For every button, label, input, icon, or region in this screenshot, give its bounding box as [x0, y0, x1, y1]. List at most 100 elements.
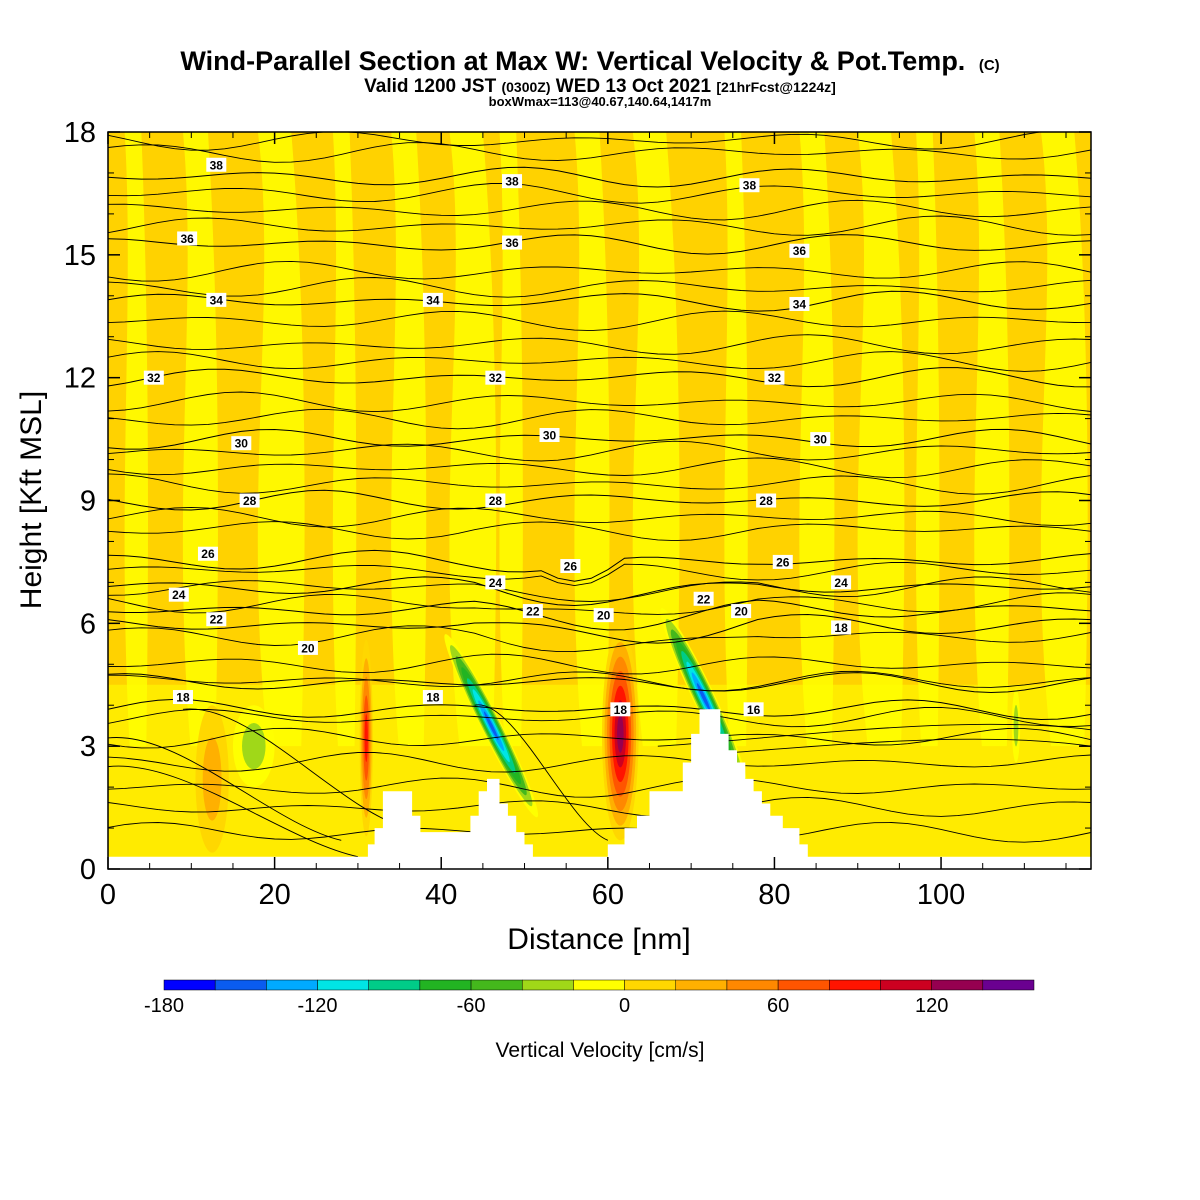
colorbar [163, 979, 1035, 991]
theta-label-bg [731, 604, 752, 619]
weak-motion-band [391, 132, 427, 747]
colorbar-segment [624, 979, 677, 991]
theta-label-text: 24 [489, 576, 503, 590]
theta-label-bg [693, 591, 714, 606]
y-tick-label: 9 [80, 486, 96, 518]
low-level-weak-zone [108, 684, 1091, 869]
theta-contour [108, 132, 1044, 151]
theta-contour-22 [108, 599, 1091, 631]
theta-label-32: 32 [764, 370, 785, 385]
theta-label-30: 30 [539, 427, 560, 442]
theta-contour-18 [108, 672, 1091, 694]
theta-label-text: 26 [564, 560, 578, 574]
chart-title: Wind-Parallel Section at Max W: Vertical… [180, 46, 999, 76]
weak-motion-band [124, 132, 148, 747]
theta-label-22: 22 [522, 604, 543, 619]
theta-label-bg [143, 370, 164, 385]
theta-label-text: 22 [210, 613, 224, 627]
theta-label-bg [172, 690, 193, 705]
colorbar-segment [266, 979, 318, 991]
theta-contour [108, 653, 1091, 675]
theta-label-bg [485, 575, 506, 590]
theta-contour-24 [108, 576, 1091, 607]
theta-contour-16 [108, 698, 1091, 721]
theta-label-bg [831, 575, 852, 590]
theta-contour [108, 142, 1091, 163]
downdraft-level [483, 711, 499, 741]
theta-contour-36 [108, 234, 1091, 255]
colorbar-segment [675, 979, 728, 991]
velocity-bands [108, 132, 1091, 869]
weak-motion-band [724, 132, 748, 747]
y-tick-label: 12 [64, 363, 96, 395]
theta-label-bg [772, 554, 793, 569]
theta-contour-32 [108, 367, 1091, 388]
colorbar-tick-label: 60 [767, 995, 789, 1017]
theta-contours [108, 132, 1091, 858]
valid-line: Valid 1200 JST (0300Z) WED 13 Oct 2021 [… [364, 76, 836, 97]
theta-contour [108, 408, 1091, 430]
theta-label-bg [422, 292, 443, 307]
x-tick-label: 60 [592, 879, 624, 911]
theta-contour [108, 277, 1091, 298]
theta-contour [108, 521, 1091, 542]
theta-label-bg [789, 296, 810, 311]
y-tick-label: 3 [80, 731, 96, 763]
theta-contour-low [707, 738, 1091, 755]
theta-label-18: 18 [172, 690, 193, 705]
theta-label-bg [743, 702, 764, 717]
theta-label-text: 18 [426, 691, 440, 705]
y-tick-label: 6 [80, 608, 96, 640]
theta-label-text: 22 [697, 592, 711, 606]
theta-contour [108, 440, 1091, 462]
weak-motion-band [632, 132, 680, 747]
colorbar-segment [777, 979, 830, 991]
y-tick-label: 15 [64, 240, 96, 272]
y-axis-label: Height [Kft MSL] [15, 391, 48, 609]
theta-label-text: 34 [426, 293, 440, 307]
theta-label-16: 16 [743, 702, 764, 717]
theta-label-bg [239, 493, 260, 508]
theta-label-text: 30 [814, 433, 828, 447]
theta-label-text: 20 [734, 605, 748, 619]
x-tick-label: 100 [917, 879, 965, 911]
theta-label-text: 38 [210, 158, 224, 172]
theta-contour [108, 506, 1091, 528]
theta-contour-38 [108, 166, 1091, 188]
theta-contour-low [108, 765, 359, 858]
theta-label-bg [231, 436, 252, 451]
theta-label-text: 26 [776, 555, 790, 569]
colorbar-segment [573, 979, 625, 991]
theta-label-bg [206, 612, 227, 627]
theta-contour [108, 310, 1091, 332]
colorbar-segment [982, 979, 1035, 991]
theta-label-bg [485, 493, 506, 508]
theta-label-text: 28 [243, 494, 257, 508]
colorbar-segment [368, 979, 421, 991]
theta-label-bg [831, 620, 852, 635]
theta-label-text: 20 [597, 609, 611, 623]
colorbar-segment [419, 979, 472, 991]
theta-label-text: 28 [759, 494, 773, 508]
theta-contour-28 [108, 489, 1091, 511]
theta-label-20: 20 [593, 608, 614, 623]
theta-contour [108, 727, 1091, 749]
velocity-features [195, 608, 1021, 853]
theta-label-text: 34 [210, 293, 224, 307]
theta-label-28: 28 [239, 493, 260, 508]
theta-label-34: 34 [422, 292, 443, 307]
theta-label-18: 18 [831, 620, 852, 635]
theta-label-bg [197, 546, 218, 561]
theta-label-text: 18 [834, 621, 848, 635]
theta-label-bg [177, 231, 198, 246]
colorbar-ticks: -180 -120 -60 0 60 120 [144, 995, 948, 1017]
colorbar-segment [880, 979, 932, 991]
theta-label-bg [610, 702, 631, 717]
theta-label-bg [206, 157, 227, 172]
colorbar-tick-label: -180 [144, 995, 184, 1017]
theta-label-bg [739, 178, 760, 193]
plot-area: 38 38 38 36 36 36 34 34 34 32 32 32 30 30 30 28 28 28 26 26… [108, 132, 1091, 869]
theta-label-38: 38 [739, 178, 760, 193]
x-axis: 0 20 40 60 80 100 [100, 132, 1067, 911]
